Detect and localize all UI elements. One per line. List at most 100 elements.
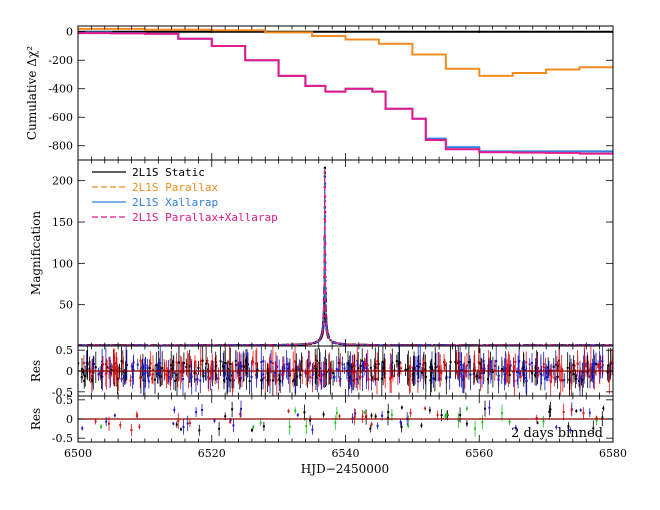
binned-data-point <box>213 419 216 422</box>
residual-data-point <box>223 379 225 382</box>
residual-data-point <box>467 361 470 364</box>
binned-data-point <box>94 420 97 423</box>
residual-data-point <box>349 379 352 382</box>
binned-data-point <box>224 415 227 418</box>
residual-data-point <box>228 378 230 381</box>
residual-data-point <box>409 375 412 378</box>
residual-data-point <box>147 372 149 375</box>
residual-data-point <box>170 364 173 367</box>
residual-data-point <box>194 360 196 363</box>
residual-data-point <box>166 374 169 377</box>
residual-data-point <box>417 365 420 368</box>
cumulative-line-parallax_xallarap <box>78 32 613 155</box>
residual-data-point <box>181 368 184 371</box>
residual-data-point <box>381 366 384 369</box>
residual-data-point <box>178 361 180 364</box>
binned-data-point <box>582 412 585 415</box>
magnification-y-tick-label: 150 <box>52 216 73 229</box>
residual-data-point <box>195 372 197 375</box>
binned-data-point <box>374 415 377 418</box>
binned-data-point <box>588 411 591 414</box>
residual-data-point <box>287 372 290 375</box>
residual-data-point <box>535 371 538 374</box>
residual-data-point <box>501 368 503 371</box>
residual-data-point <box>598 364 601 367</box>
residual-data-point <box>560 367 563 370</box>
residual-data-point <box>262 373 265 376</box>
residual-panel: 0.5 0 -0.5 <box>52 344 614 399</box>
residual-data-point <box>82 362 85 365</box>
residual-data-point <box>182 378 184 381</box>
residual-data-point <box>315 360 317 363</box>
residual-data-point <box>549 371 552 374</box>
residual-data-point <box>295 368 298 371</box>
residual-data-point <box>155 363 158 366</box>
residual-data-point <box>271 379 274 382</box>
residual-data-point <box>506 372 509 375</box>
residual-data-point <box>89 370 92 373</box>
residual-data-point <box>311 374 314 376</box>
binned-data-point <box>303 411 306 414</box>
residual-data-point <box>389 377 392 380</box>
residual-data-point <box>157 362 160 365</box>
residual-data-point <box>101 360 104 363</box>
x-tick-label: 6580 <box>599 447 627 460</box>
residual-data-point <box>380 377 383 380</box>
residual-data-point <box>434 366 437 369</box>
residual-data-point <box>285 363 288 366</box>
residual-data-point <box>273 374 275 377</box>
residual-data-point <box>282 373 285 376</box>
residual-data-point <box>395 360 398 363</box>
binned-residual-y-title: Res <box>29 408 43 430</box>
residual-data-point <box>240 369 243 372</box>
x-tick-label: 6560 <box>465 447 493 460</box>
legend: 2L1S Static 2L1S Parallax 2L1S Xallarap 2L1… <box>92 166 278 224</box>
residual-data-point <box>239 377 242 380</box>
residual-data-point <box>356 363 359 366</box>
binned-data-point <box>361 415 364 418</box>
residual-data-point <box>356 379 359 382</box>
residual-data-point <box>398 362 401 364</box>
cumulative-line-parallax <box>78 27 613 77</box>
residual-data-point <box>332 372 335 374</box>
residual-data-point <box>463 371 466 374</box>
residual-data-point <box>189 361 192 364</box>
cumulative-y-title: Cumulative Δχ² <box>25 46 39 140</box>
binned-data-point <box>365 415 368 418</box>
residual-data-point <box>199 360 202 363</box>
binned-data-point <box>555 426 558 429</box>
residual-data-point <box>337 369 340 371</box>
residual-data-point <box>206 359 209 362</box>
residual-data-point <box>416 365 418 367</box>
residual-data-point <box>141 366 144 369</box>
residual-data-point <box>539 369 542 372</box>
residual-data-point <box>525 377 528 380</box>
residual-data-point <box>361 359 364 362</box>
residual-data-point <box>463 376 465 379</box>
residual-data-point <box>175 374 178 377</box>
residual-data-point <box>549 380 552 383</box>
binned-data-point <box>409 411 412 414</box>
binned-data-point <box>536 421 539 424</box>
residual-data-point <box>433 377 436 380</box>
residual-data-point <box>508 364 511 367</box>
binned-y-tick-label: 0.5 <box>56 394 74 407</box>
residual-data-point <box>294 378 297 381</box>
residual-data-point <box>516 371 518 373</box>
residual-data-point <box>245 371 248 374</box>
magnification-data-point <box>323 166 326 169</box>
residual-data-point <box>556 376 559 378</box>
residual-data-point <box>320 374 323 377</box>
residual-data-point <box>120 360 123 363</box>
binned-data-point <box>188 421 191 424</box>
x-tick-label: 6520 <box>198 447 226 460</box>
residual-data-point <box>294 360 296 363</box>
residual-data-point <box>247 363 249 366</box>
binned-data-point <box>457 419 460 422</box>
binned-data-point <box>338 415 341 418</box>
cumulative-panel: 0 -200 -400 -600 -800 <box>48 25 614 161</box>
residual-data-point <box>172 360 175 363</box>
residual-data-point <box>587 368 590 371</box>
residual-data-point <box>167 376 170 379</box>
